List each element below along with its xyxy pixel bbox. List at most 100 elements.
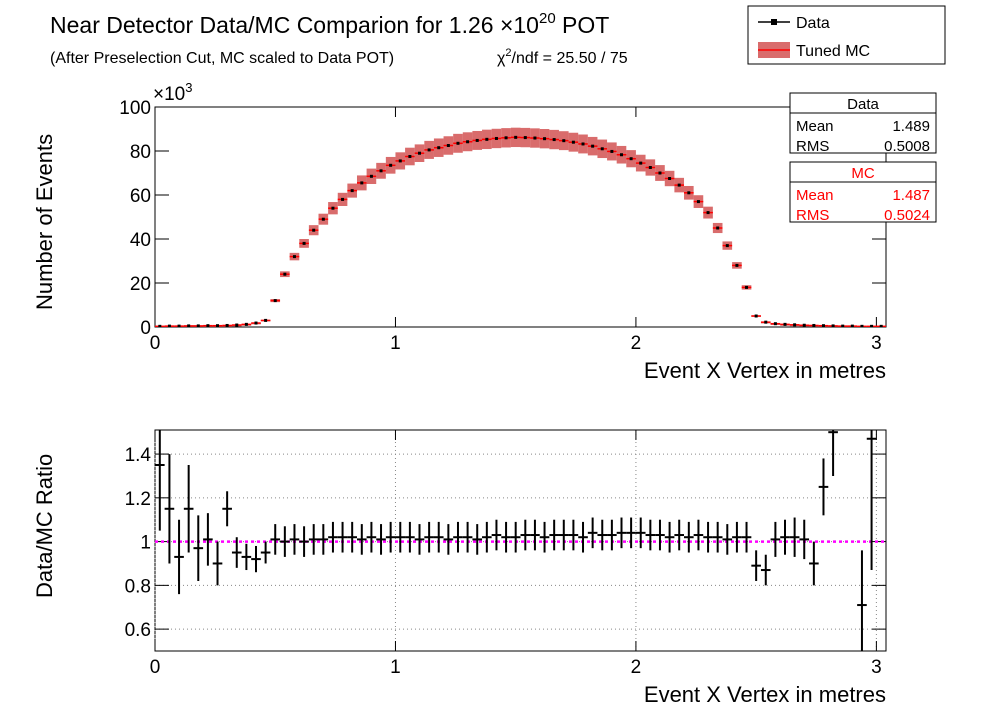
x-axis-title: Event X Vertex in metres	[644, 358, 886, 383]
data-point	[764, 320, 768, 324]
data-point	[360, 181, 364, 185]
data-point	[783, 322, 787, 326]
data-point	[341, 197, 345, 201]
stats-value: 1.489	[892, 118, 930, 135]
y-tick-label: 1.4	[125, 445, 152, 466]
data-point	[870, 324, 874, 327]
data-point	[735, 263, 739, 267]
x-tick-label: 0	[150, 333, 161, 354]
stats-box	[789, 92, 937, 154]
data-point	[754, 314, 758, 318]
x-tick-label: 3	[871, 333, 882, 354]
y-tick-label: 40	[130, 230, 151, 251]
data-point	[398, 159, 402, 163]
data-point	[523, 136, 527, 140]
y-tick-label: 100	[119, 98, 151, 119]
plot-area	[155, 127, 886, 327]
stats-boxes: Data Mean 1.489 RMS 0.5008 MC Mean 1.487 RMS 0.50…	[789, 92, 937, 224]
stats-value: 0.5024	[884, 207, 930, 224]
x-tick-label: 2	[631, 333, 642, 354]
data-point	[668, 177, 672, 180]
data-point	[610, 149, 614, 153]
data-point	[696, 200, 700, 204]
y-axis-title: Number of Events	[32, 134, 57, 310]
data-point	[600, 147, 604, 151]
data-point	[408, 155, 412, 158]
data-point	[514, 135, 518, 139]
y-multiplier: ×103	[153, 80, 192, 105]
stats-title: MC	[851, 165, 874, 182]
data-point	[543, 137, 547, 141]
subtitle: (After Preselection Cut, MC scaled to Da…	[50, 50, 394, 67]
stats-value: 0.5008	[884, 138, 930, 155]
y-tick-label: 0.8	[125, 576, 151, 597]
data-point	[619, 153, 623, 157]
plot-area	[155, 430, 886, 651]
data-point	[552, 138, 556, 142]
data-point	[648, 166, 652, 169]
data-point	[225, 323, 229, 327]
stats-value: 1.487	[892, 187, 930, 204]
data-point	[283, 272, 287, 276]
data-point	[706, 211, 710, 215]
y-tick-label: 80	[130, 142, 151, 163]
data-point	[331, 206, 335, 210]
data-point	[725, 244, 729, 248]
title: Near Detector Data/MC Comparion for 1.26…	[50, 10, 609, 38]
data-point	[264, 318, 268, 322]
data-point	[437, 146, 441, 150]
stats-name: RMS	[796, 138, 829, 155]
data-point	[850, 324, 854, 327]
x-tick-label: 2	[631, 657, 642, 678]
data-point	[879, 324, 883, 327]
data-point	[745, 285, 749, 289]
data-point	[494, 136, 498, 140]
stats-name: Mean	[796, 187, 834, 204]
data-point	[821, 324, 825, 327]
y-tick-label: 1	[140, 533, 151, 554]
data-point	[591, 144, 595, 148]
data-point	[312, 228, 316, 232]
y-tick-label: 0	[140, 318, 151, 339]
data-point	[716, 226, 720, 230]
data-point	[562, 139, 566, 143]
data-point	[793, 323, 797, 327]
data-point	[321, 217, 325, 221]
data-point	[571, 140, 575, 144]
y-tick-label: 60	[130, 186, 151, 207]
data-point	[581, 142, 585, 146]
data-point	[389, 163, 393, 167]
data-point	[802, 323, 806, 327]
data-point	[273, 299, 277, 303]
data-point	[379, 169, 383, 173]
legend-label: Data	[796, 15, 830, 32]
data-point	[639, 161, 643, 165]
data-point	[418, 151, 422, 155]
data-point	[369, 174, 373, 178]
x-tick-label: 3	[871, 657, 882, 678]
data-point	[427, 148, 431, 152]
data-point	[167, 324, 171, 327]
y-tick-label: 20	[130, 274, 151, 295]
data-point	[158, 324, 162, 327]
data-point	[177, 324, 181, 327]
y-tick-label: 0.6	[125, 620, 151, 641]
data-point	[235, 323, 239, 327]
data-point	[687, 191, 691, 195]
data-point	[196, 324, 200, 327]
data-point	[244, 322, 248, 326]
legend-marker	[771, 19, 777, 25]
y-tick-label: 1.2	[125, 489, 151, 510]
x-tick-label: 1	[390, 333, 401, 354]
stats-name: RMS	[796, 207, 829, 224]
data-point	[677, 183, 681, 187]
data-point	[504, 136, 508, 140]
data-point	[292, 255, 296, 259]
data-point	[302, 241, 306, 245]
data-point	[841, 324, 845, 327]
data-point	[658, 171, 662, 175]
stats-name: Mean	[796, 118, 834, 135]
data-point	[254, 321, 258, 325]
x-axis-title: Event X Vertex in metres	[644, 682, 886, 707]
